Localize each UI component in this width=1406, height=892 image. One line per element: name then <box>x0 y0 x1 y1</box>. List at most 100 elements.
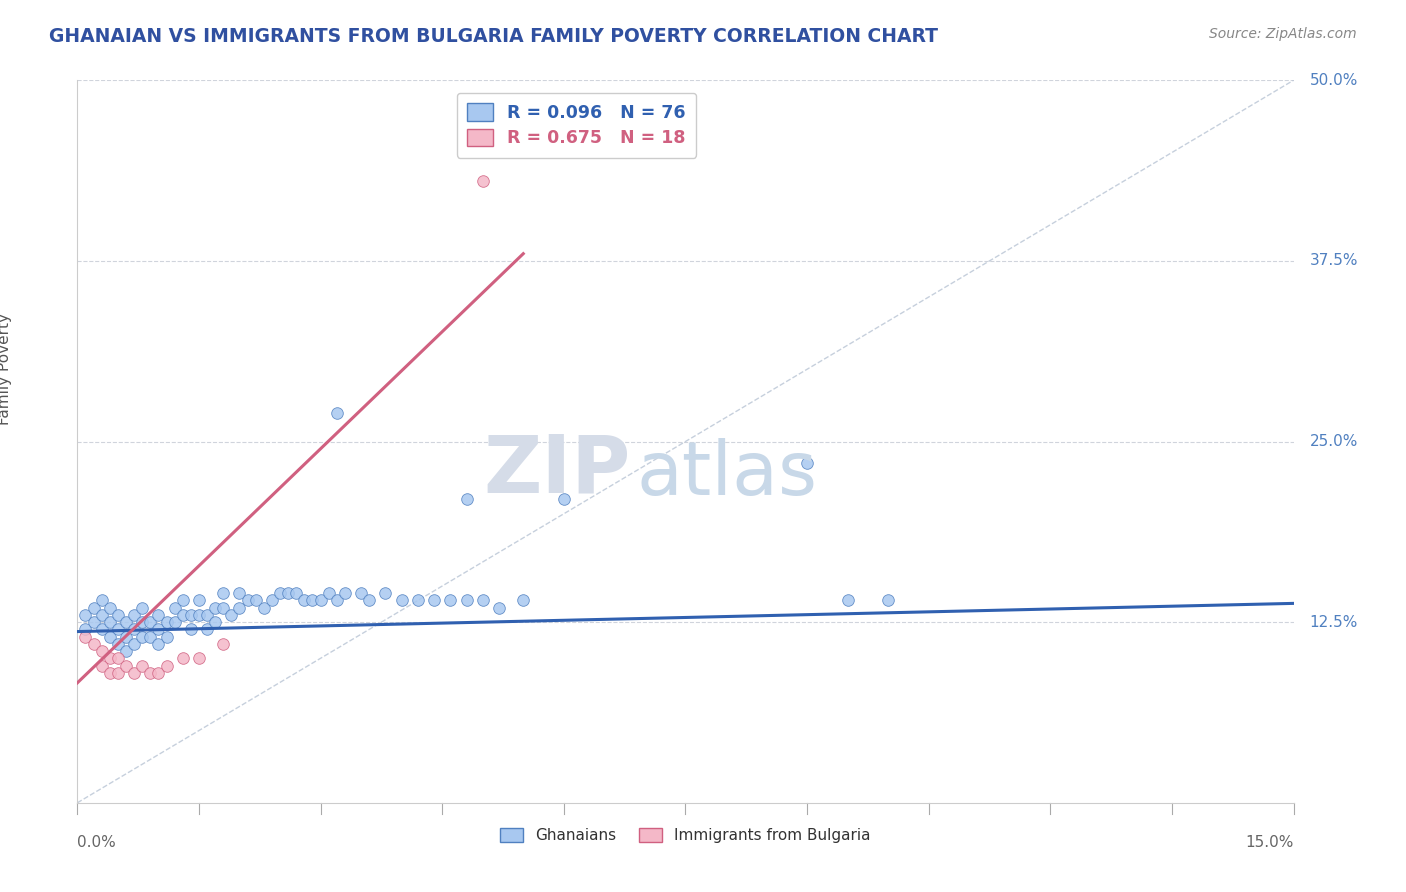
Point <box>75 607 97 622</box>
Point <box>122 665 145 680</box>
Point <box>98 665 121 680</box>
Point <box>83 600 105 615</box>
Text: Source: ZipAtlas.com: Source: ZipAtlas.com <box>1209 27 1357 41</box>
Point <box>115 658 138 673</box>
Point <box>292 593 315 607</box>
Point <box>456 593 478 607</box>
Point <box>90 607 112 622</box>
Point <box>90 623 112 637</box>
Point <box>512 593 534 607</box>
Text: atlas: atlas <box>637 438 818 510</box>
Point <box>188 593 211 607</box>
Point <box>212 637 235 651</box>
Point <box>796 456 818 470</box>
Point <box>90 658 112 673</box>
Point <box>172 651 194 665</box>
Point <box>122 623 145 637</box>
Point <box>107 637 129 651</box>
Point <box>122 637 145 651</box>
Point <box>139 615 162 630</box>
Point <box>260 593 283 607</box>
Point <box>75 630 97 644</box>
Point <box>204 615 226 630</box>
Point <box>204 600 226 615</box>
Point <box>139 630 162 644</box>
Point <box>131 630 153 644</box>
Point <box>359 593 381 607</box>
Point <box>180 623 202 637</box>
Point <box>98 651 121 665</box>
Point <box>195 607 218 622</box>
Text: 0.0%: 0.0% <box>77 835 117 849</box>
Text: Family Poverty: Family Poverty <box>0 313 13 425</box>
Point <box>115 630 138 644</box>
Point <box>188 607 211 622</box>
Text: 37.5%: 37.5% <box>1310 253 1358 268</box>
Point <box>107 651 129 665</box>
Point <box>122 607 145 622</box>
Point <box>245 593 267 607</box>
Point <box>131 615 153 630</box>
Point <box>155 630 177 644</box>
Point <box>236 593 259 607</box>
Text: 15.0%: 15.0% <box>1246 835 1294 849</box>
Point <box>148 665 170 680</box>
Point <box>131 600 153 615</box>
Point <box>172 607 194 622</box>
Point <box>155 615 177 630</box>
Point <box>163 615 186 630</box>
Point <box>423 593 446 607</box>
Point <box>456 492 478 507</box>
Point <box>115 644 138 658</box>
Point <box>139 665 162 680</box>
Point <box>333 586 356 600</box>
Point <box>391 593 413 607</box>
Text: 50.0%: 50.0% <box>1310 73 1358 87</box>
Point <box>98 630 121 644</box>
Point <box>553 492 575 507</box>
Point <box>439 593 461 607</box>
Point <box>180 607 202 622</box>
Point <box>107 665 129 680</box>
Point <box>228 586 250 600</box>
Point <box>98 600 121 615</box>
Point <box>148 637 170 651</box>
Point <box>83 615 105 630</box>
Point <box>107 623 129 637</box>
Point <box>188 651 211 665</box>
Point <box>488 600 510 615</box>
Point <box>406 593 429 607</box>
Point <box>195 623 218 637</box>
Point <box>212 586 235 600</box>
Point <box>269 586 291 600</box>
Point <box>326 406 349 420</box>
Point <box>98 615 121 630</box>
Point <box>350 586 373 600</box>
Point <box>172 593 194 607</box>
Point <box>326 593 349 607</box>
Point <box>212 600 235 615</box>
Point <box>285 586 308 600</box>
Point <box>83 637 105 651</box>
Point <box>131 658 153 673</box>
Point <box>877 593 900 607</box>
Text: 25.0%: 25.0% <box>1310 434 1358 449</box>
Point <box>221 607 243 622</box>
Point <box>90 593 112 607</box>
Point <box>277 586 299 600</box>
Point <box>115 615 138 630</box>
Point <box>148 607 170 622</box>
Text: 12.5%: 12.5% <box>1310 615 1358 630</box>
Point <box>253 600 276 615</box>
Point <box>471 174 494 188</box>
Point <box>148 623 170 637</box>
Point <box>228 600 250 615</box>
Point <box>471 593 494 607</box>
Point <box>75 623 97 637</box>
Point <box>318 586 340 600</box>
Text: GHANAIAN VS IMMIGRANTS FROM BULGARIA FAMILY POVERTY CORRELATION CHART: GHANAIAN VS IMMIGRANTS FROM BULGARIA FAM… <box>49 27 938 45</box>
Text: ZIP: ZIP <box>484 432 631 509</box>
Point <box>301 593 323 607</box>
Point <box>155 658 177 673</box>
Point <box>374 586 396 600</box>
